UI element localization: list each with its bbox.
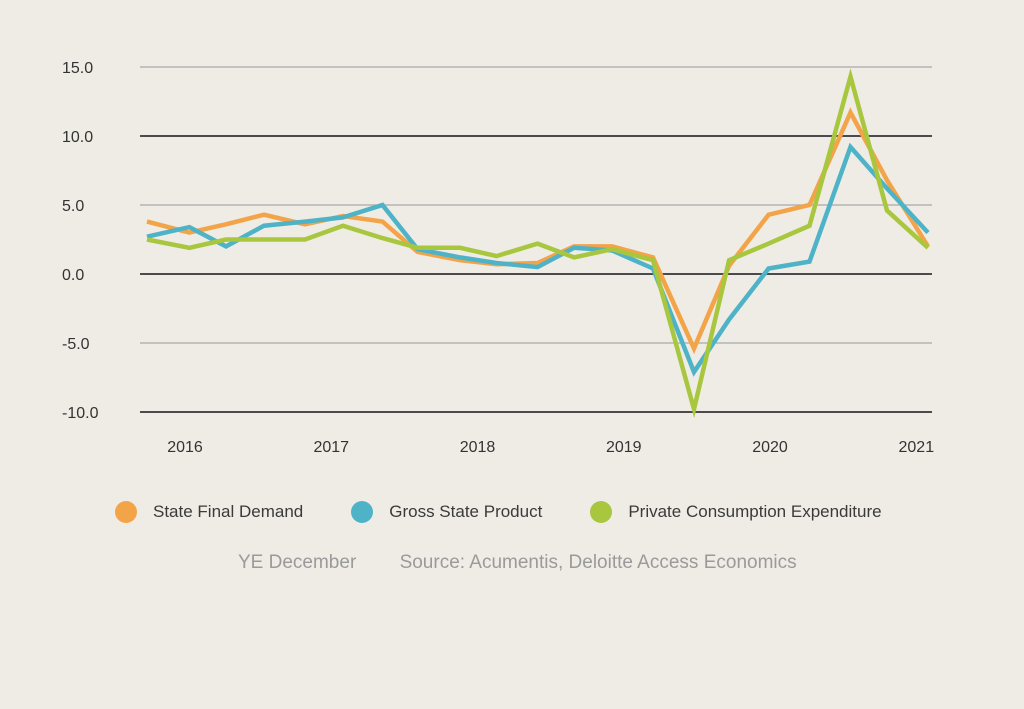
line-chart: 15.0 10.0 5.0 0.0 -5.0 -10.0 2016 2017 2018 2019 2…: [62, 60, 935, 456]
legend-swatch: [115, 501, 137, 523]
legend: State Final Demand Gross State Product P…: [115, 501, 930, 523]
source-note: Source: Acumentis, Deloitte Access Econo…: [399, 552, 797, 573]
y-tick-label: 15.0: [62, 60, 93, 77]
legend-label: Private Consumption Expenditure: [628, 502, 882, 521]
y-tick-label: -5.0: [62, 336, 90, 353]
x-tick-label: 2018: [460, 439, 496, 456]
legend-swatch: [590, 501, 613, 523]
legend-item-sfd: State Final Demand: [115, 501, 303, 523]
x-tick-label: 2021: [899, 439, 935, 456]
legend-label: Gross State Product: [389, 502, 543, 521]
legend-item-gsp: Gross State Product: [351, 501, 542, 523]
legend-swatch: [351, 501, 374, 523]
legend-label: State Final Demand: [153, 502, 304, 521]
series-line-1: [146, 142, 930, 377]
x-tick-label: 2019: [606, 439, 642, 456]
x-tick-label: 2017: [313, 439, 349, 456]
y-tick-label: 10.0: [62, 129, 93, 146]
series-line-0: [146, 107, 930, 355]
y-tick-label: 5.0: [62, 198, 84, 215]
x-tick-label: 2016: [167, 439, 203, 456]
y-tick-label: 0.0: [62, 267, 84, 284]
period-note: YE December: [238, 552, 357, 573]
legend-item-pce: Private Consumption Expenditure: [590, 501, 882, 523]
series-line-2: [146, 68, 930, 419]
y-tick-label: -10.0: [62, 405, 99, 422]
chart-footer: YE December Source: Acumentis, Deloitte …: [238, 552, 835, 574]
x-tick-label: 2020: [752, 439, 788, 456]
